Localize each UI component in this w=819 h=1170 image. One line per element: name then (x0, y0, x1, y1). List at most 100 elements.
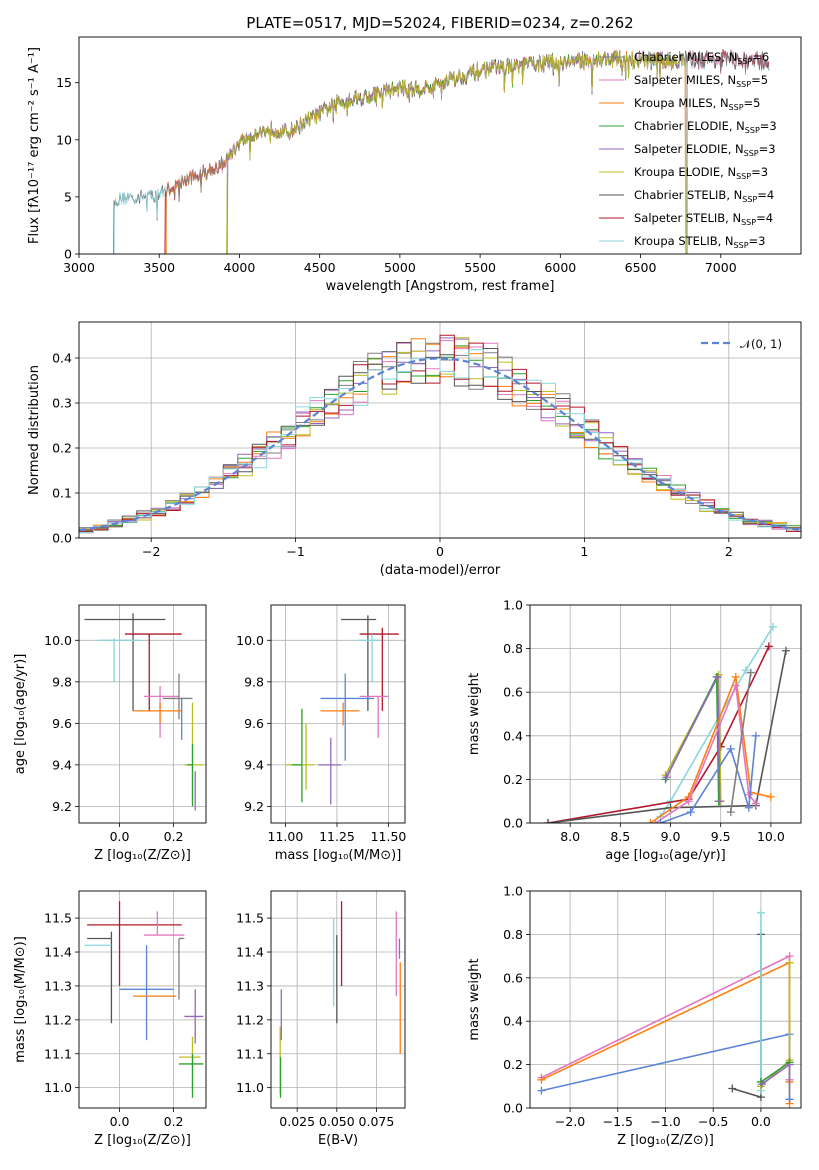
plot-area (285, 615, 399, 805)
x-axis-label: Z [log₁₀(Z/Z⊙)] (94, 848, 191, 863)
x-tick-label: 0.2 (164, 1114, 184, 1129)
errorbar-point (162, 673, 193, 720)
errorbar-point (184, 702, 204, 803)
weight-marker (744, 803, 753, 812)
y-tick-label: 9.2 (244, 799, 264, 814)
y-tick-label: 9.4 (52, 757, 72, 772)
figure-title: PLATE=0517, MJD=52024, FIBERID=0234, z=0… (246, 14, 633, 32)
legend-label: Chabrier STELIB, N (634, 188, 742, 202)
grid-lines (271, 891, 405, 1108)
x-tick-label: 8.5 (610, 829, 630, 844)
weight-marker (768, 622, 777, 631)
y-tick-label: 11.3 (236, 978, 264, 993)
plot-area (113, 48, 770, 254)
legend-sub: SSP (742, 195, 757, 204)
weight-vs-metallicity-panel: −2.0 −1.5 −1.0 −0.5 0.0 0.0 0.2 0.4 0.6 0.8 1.0 Z [… (467, 884, 802, 1148)
weight-line (548, 650, 787, 823)
x-tick-label: 11.50 (371, 829, 407, 844)
weight-marker (785, 1060, 794, 1069)
legend-tail: =3 (759, 142, 776, 156)
x-tick-label: 4500 (304, 260, 336, 275)
legend-entry: Kroupa STELIB, NSSP=3 (634, 234, 765, 250)
y-tick-label: 9.6 (244, 716, 264, 731)
y-tick-label: 0.4 (503, 728, 523, 743)
axes-frame (270, 604, 406, 824)
weight-marker (651, 819, 660, 823)
x-tick-label: 2 (725, 544, 733, 559)
y-tick-label: 11.0 (44, 1080, 72, 1095)
y-tick-label: 11.4 (236, 945, 264, 960)
x-axis-label: Z [log₁₀(Z/Z⊙)] (617, 1133, 714, 1148)
y-tick-label: 15 (56, 75, 72, 90)
plot-area (279, 901, 401, 1098)
legend-sub: SSP (745, 126, 760, 135)
x-tick-label: −2 (142, 544, 160, 559)
y-tick-label: 0.2 (503, 1057, 523, 1072)
x-tick-label: 3000 (63, 260, 95, 275)
legend-tail: =3 (749, 234, 766, 248)
x-tick-label: 0.025 (279, 1114, 315, 1129)
residuals-panel: −2 −1 0 1 2 0.0 0.1 0.2 0.3 0.4 (data-model)/error… (27, 321, 802, 578)
axes-frame (529, 604, 802, 824)
x-axis-label: mass [log₁₀(M/M⊙)] (275, 848, 402, 863)
y-tick-label: 0.0 (503, 1101, 523, 1116)
plot-area (544, 622, 790, 823)
grid-lines (530, 604, 801, 824)
axes-frame (78, 604, 207, 824)
y-tick-label: 11.2 (44, 1012, 72, 1027)
weight-marker (744, 790, 753, 799)
y-tick-label: 9.4 (244, 757, 264, 772)
x-tick-label: 10.0 (757, 829, 785, 844)
y-tick-label: 0 (64, 247, 72, 262)
y-tick-label: 11.5 (44, 911, 72, 926)
y-axis-label: mass weight (467, 673, 482, 755)
x-tick-label: 9.5 (711, 829, 731, 844)
y-tick-label: 0.8 (503, 641, 523, 656)
y-tick-label: 10.0 (44, 633, 72, 648)
y-tick-label: 0.6 (503, 685, 523, 700)
legend-label: Kroupa ELODIE, N (634, 165, 736, 179)
x-tick-label: 8.0 (560, 829, 580, 844)
x-axis-label: Z [log₁₀(Z/Z⊙)] (94, 1133, 191, 1148)
axes-frame (78, 321, 802, 539)
legend-label: Kroupa STELIB, N (634, 234, 734, 248)
weight-marker (746, 668, 755, 677)
x-tick-label: 5000 (384, 260, 416, 275)
y-tick-label: 0.0 (503, 816, 523, 831)
errorbar-point (124, 633, 182, 711)
axes-frame (78, 36, 802, 255)
x-axis-label: E(B-V) (318, 1133, 358, 1148)
legend-label: Salpeter MILES, N (634, 73, 736, 87)
legend-sub: SSP (736, 172, 751, 181)
errorbar-point (87, 931, 113, 1024)
legend-sub: SSP (734, 241, 749, 250)
legend-tail: =3 (760, 119, 777, 133)
x-tick-label: −1 (286, 544, 304, 559)
axes-frame (529, 890, 802, 1109)
plot-area (84, 613, 204, 811)
weight-marker (715, 797, 724, 806)
errorbar-point (178, 1053, 204, 1098)
grid-lines (79, 891, 206, 1108)
weight-marker (785, 1095, 794, 1104)
y-tick-label: 0.4 (503, 1014, 523, 1029)
weight-marker (781, 646, 790, 655)
x-tick-label: −0.5 (698, 1114, 728, 1129)
y-tick-label: 0.1 (52, 486, 72, 501)
x-tick-label: 1 (580, 544, 588, 559)
x-tick-label: 5500 (464, 260, 496, 275)
legend-entry: Chabrier STELIB, NSSP=4 (634, 188, 774, 204)
errorbar-point (320, 702, 360, 726)
x-tick-label: 0.050 (319, 1114, 355, 1129)
errorbar-point (318, 737, 342, 805)
errorbar-point (359, 695, 389, 738)
weight-marker (726, 744, 735, 753)
weight-line (760, 1061, 790, 1083)
gaussian-curve (79, 357, 801, 532)
weight-marker (741, 666, 750, 675)
errorbar-point (143, 911, 185, 936)
legend-tail: =5 (744, 96, 761, 110)
legend-tail: =4 (756, 211, 773, 225)
x-tick-label: 0.0 (751, 1114, 771, 1129)
x-tick-label: 0 (436, 544, 444, 559)
